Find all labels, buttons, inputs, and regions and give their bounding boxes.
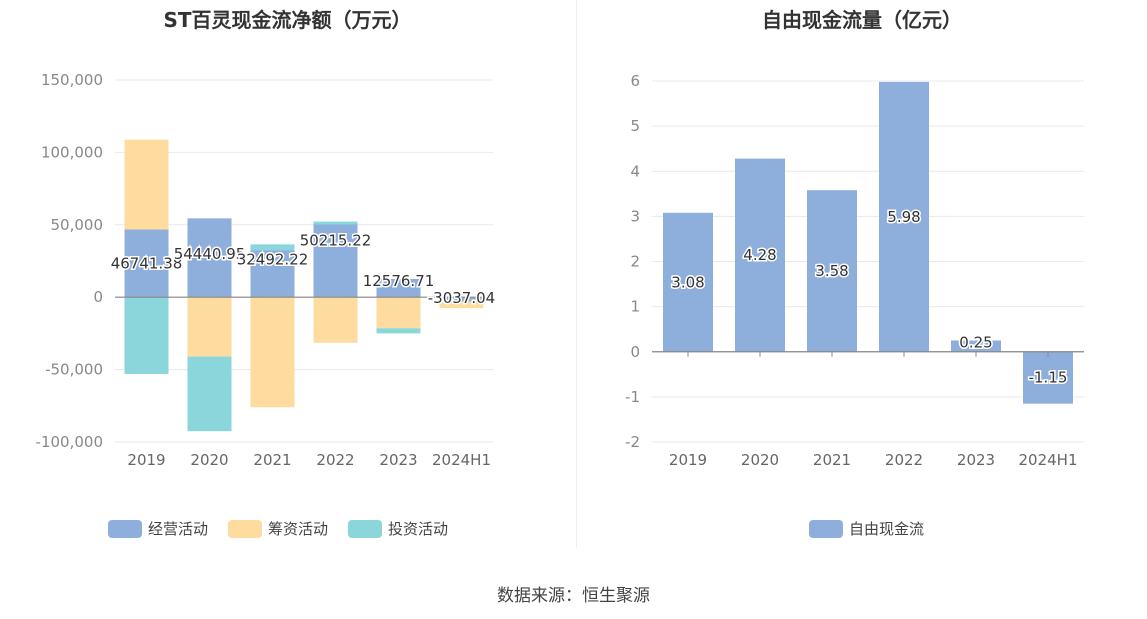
legend-swatch [809, 520, 843, 538]
data-label: 46741.38 [111, 254, 183, 272]
legend-item: 自由现金流 [809, 520, 924, 538]
legend-swatch [108, 520, 142, 538]
legend-item: 筹资活动 [228, 520, 328, 538]
y-tick-label: -2 [625, 433, 640, 451]
investing-bar [376, 328, 421, 334]
x-tick-label: 2021 [253, 451, 291, 469]
y-tick-label: 150,000 [41, 71, 103, 89]
legend-label: 筹资活动 [268, 520, 328, 538]
y-tick-label: 100,000 [41, 143, 103, 161]
y-tick-label: 5 [630, 117, 640, 135]
data-label: 32492.22 [237, 251, 309, 269]
data-label: 3.58 [815, 262, 848, 280]
y-tick-label: 4 [630, 162, 640, 180]
chart-divider [576, 0, 577, 548]
financing-bar [124, 139, 169, 230]
y-tick-label: 0 [630, 343, 640, 361]
free-cashflow-bar [951, 340, 1001, 352]
x-tick-label: 2023 [379, 451, 417, 469]
investing-bar [250, 244, 295, 251]
legend-swatch [348, 520, 382, 538]
legend-label: 经营活动 [148, 520, 208, 538]
x-tick-label: 2020 [190, 451, 228, 469]
y-tick-label: -1 [625, 388, 640, 406]
operating-bar [124, 229, 169, 298]
operating-bar [313, 224, 358, 298]
legend-item: 投资活动 [348, 520, 448, 538]
y-tick-label: 2 [630, 253, 640, 271]
x-tick-label: 2021 [813, 451, 851, 469]
free-cashflow-bar [1023, 351, 1073, 404]
investing-bar [313, 221, 358, 225]
financing-bar [439, 301, 484, 309]
y-tick-label: 6 [630, 72, 640, 90]
data-source-note: 数据来源：恒生聚源 [497, 586, 650, 606]
free-cashflow-chart: 6 5 4 3 2 1 0 -1 -2 3.08 2019 4.28 2020 3.58 2021 5.98 2… [625, 72, 1084, 538]
free-cashflow-bar [879, 81, 929, 352]
free-cashflow-bar [663, 212, 713, 352]
data-label: 12576.71 [363, 272, 435, 290]
financing-bar [250, 297, 295, 408]
legend-label: 投资活动 [388, 520, 448, 538]
investing-bar [187, 356, 232, 432]
free-cashflow-bar [807, 190, 857, 352]
legend-label: 自由现金流 [849, 520, 924, 538]
data-label: 5.98 [887, 208, 920, 226]
x-tick-label: 2022 [316, 451, 354, 469]
operating-bar [376, 278, 421, 298]
legend-item: 经营活动 [108, 520, 208, 538]
free-cashflow-chart-title: 自由现金流量（亿元） [762, 8, 962, 32]
x-tick-label: 2020 [741, 451, 779, 469]
y-tick-label: 0 [93, 288, 103, 306]
y-tick-label: -100,000 [36, 433, 103, 451]
data-label: -3037.04 [428, 289, 495, 307]
operating-bar [187, 218, 232, 298]
data-label: 54440.95 [174, 245, 246, 263]
financing-bar [313, 297, 358, 343]
data-label: 3.08 [671, 273, 704, 291]
data-label: -1.15 [1029, 369, 1068, 387]
x-tick-label: 2024H1 [1019, 451, 1078, 469]
data-label: 50215.22 [300, 231, 372, 249]
cashflow-chart-title: ST百灵现金流净额（万元） [163, 8, 412, 32]
operating-bar [439, 297, 484, 302]
y-tick-label: 3 [630, 207, 640, 225]
financing-bar [187, 297, 232, 357]
x-tick-label: 2022 [885, 451, 923, 469]
x-tick-label: 2024H1 [432, 451, 491, 469]
y-tick-label: 1 [630, 298, 640, 316]
free-cashflow-bar [735, 158, 785, 352]
data-label: 0.25 [959, 333, 992, 351]
x-tick-label: 2019 [669, 451, 707, 469]
legend-swatch [228, 520, 262, 538]
y-tick-label: 50,000 [51, 216, 104, 234]
y-tick-label: -50,000 [45, 361, 103, 379]
cashflow-chart: 150,000 100,000 50,000 0 -50,000 -100,000 4674… [36, 71, 497, 538]
x-tick-label: 2019 [127, 451, 165, 469]
financing-bar [376, 297, 421, 329]
data-label: 4.28 [743, 246, 776, 264]
operating-bar [250, 250, 295, 298]
x-tick-label: 2023 [957, 451, 995, 469]
investing-bar [124, 297, 169, 374]
